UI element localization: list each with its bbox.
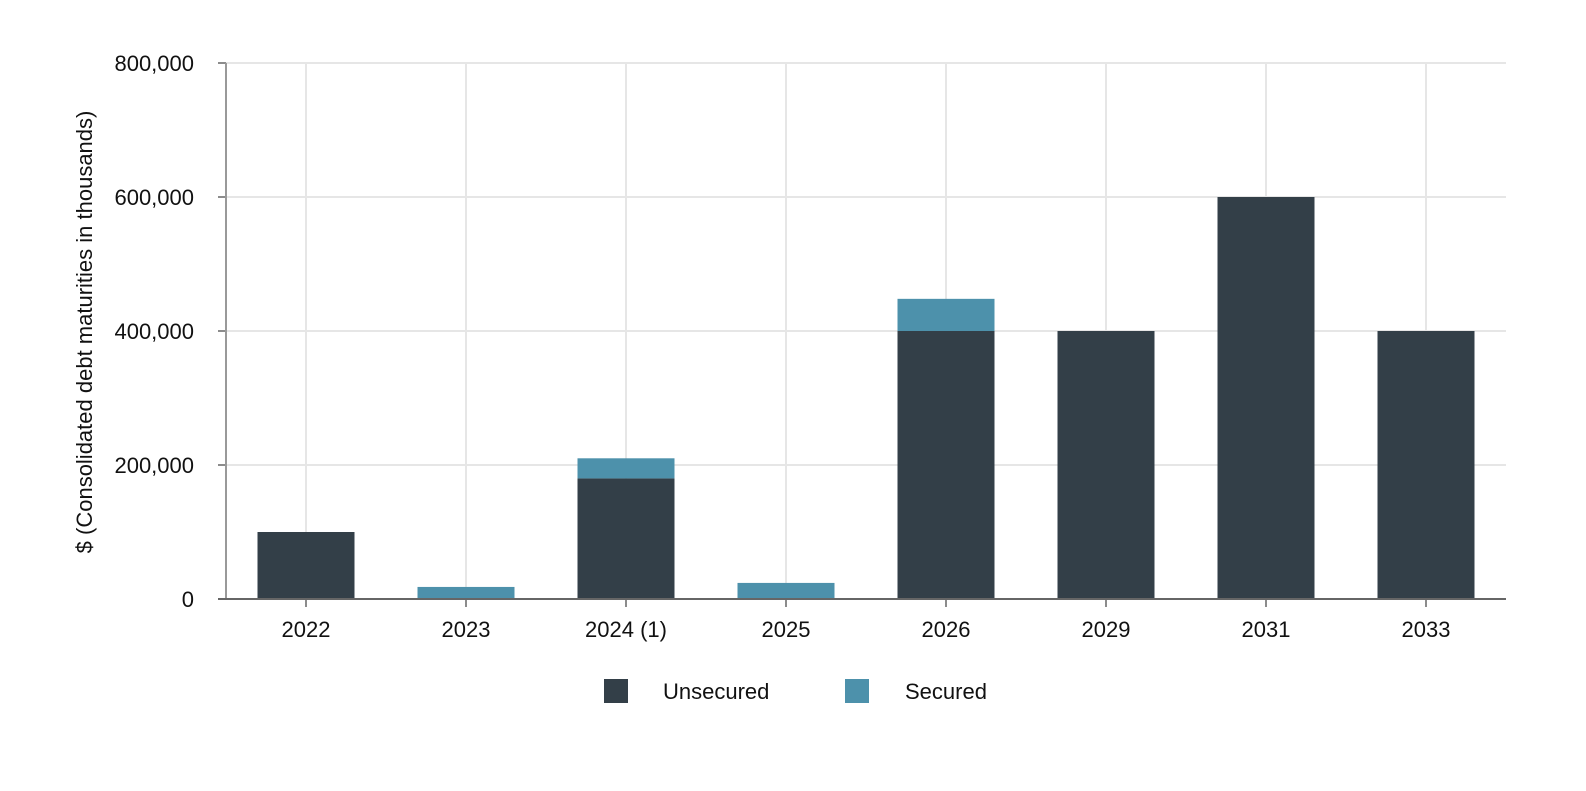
y-tick-label: 0 [182, 587, 194, 612]
bar-unsecured-2024-1 [577, 478, 675, 599]
bar-unsecured-2022 [257, 532, 355, 599]
legend-label-unsecured: Unsecured [663, 679, 769, 704]
x-tick-label: 2029 [1082, 617, 1131, 642]
x-tick-label: 2025 [762, 617, 811, 642]
bar-secured-2026 [897, 298, 995, 331]
bars [257, 197, 1475, 599]
bar-unsecured-2031 [1217, 197, 1315, 599]
axes [218, 62, 1506, 607]
legend-swatch-unsecured [604, 679, 628, 703]
bar-secured-2024-1 [577, 458, 675, 479]
bar-unsecured-2026 [897, 331, 995, 599]
x-tick-label: 2031 [1242, 617, 1291, 642]
bar-unsecured-2029 [1057, 331, 1155, 599]
x-tick-label: 2026 [922, 617, 971, 642]
tick-labels: 0 200,000 400,000 600,000 800,000 2022 2023 202… [114, 51, 1450, 642]
x-tick-label: 2024 (1) [585, 617, 667, 642]
legend: Unsecured Secured [604, 679, 987, 704]
y-axis-title: $ (Consolidated debt maturities in thous… [72, 111, 97, 554]
grid-lines [226, 62, 1506, 599]
y-tick-label: 400,000 [114, 319, 194, 344]
bar-secured-2023 [417, 586, 515, 599]
y-tick-label: 600,000 [114, 185, 194, 210]
y-tick-label: 800,000 [114, 51, 194, 76]
y-tick-label: 200,000 [114, 453, 194, 478]
x-tick-label: 2022 [282, 617, 331, 642]
bar-unsecured-2033 [1377, 331, 1475, 599]
bar-secured-2025 [737, 582, 835, 599]
x-tick-label: 2033 [1402, 617, 1451, 642]
legend-label-secured: Secured [905, 679, 987, 704]
legend-swatch-secured [845, 679, 869, 703]
x-tick-label: 2023 [442, 617, 491, 642]
